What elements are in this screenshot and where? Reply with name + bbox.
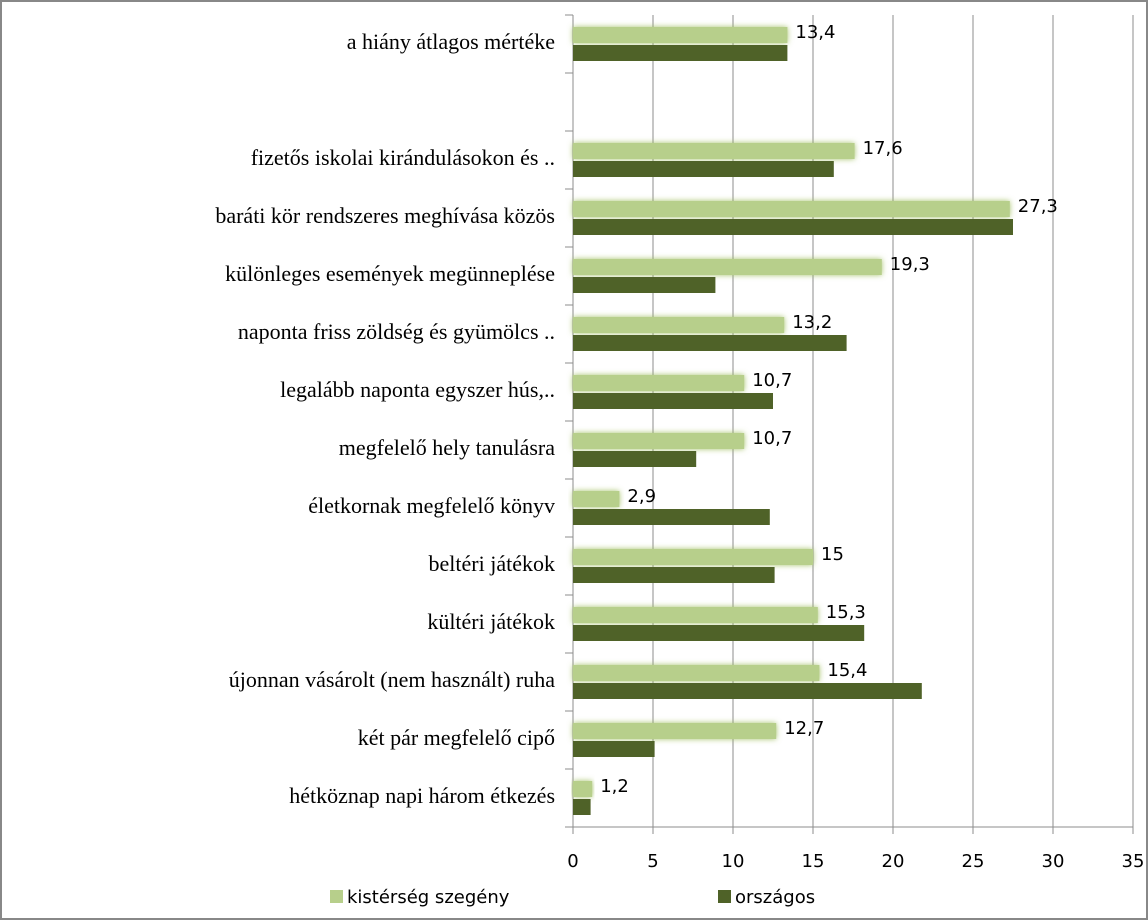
bar (573, 335, 847, 351)
bar (573, 607, 818, 623)
value-label: 2,9 (627, 486, 656, 507)
category-label: fizetős iskolai kirándulásokon és .. (251, 145, 555, 170)
x-tick-label: 0 (567, 851, 578, 872)
bar (573, 799, 591, 815)
value-label: 27,3 (1018, 196, 1058, 217)
category-label: két pár megfelelő cipő (358, 725, 555, 750)
bar (573, 491, 620, 507)
value-label: 1,2 (600, 776, 629, 797)
bar (573, 433, 745, 449)
value-label: 15 (821, 544, 844, 565)
bar (573, 219, 1013, 235)
bar (573, 45, 788, 61)
value-label: 12,7 (784, 718, 824, 739)
legend-swatch (330, 890, 343, 903)
x-tick-label: 20 (882, 851, 905, 872)
category-label: megfelelő hely tanulásra (339, 435, 555, 460)
category-label: hétköznap napi három étkezés (289, 783, 555, 808)
category-label: a hiány átlagos mértéke (347, 29, 555, 54)
bar (573, 683, 922, 699)
bar (573, 549, 813, 565)
value-label: 15,3 (826, 602, 866, 623)
category-label: kültéri játékok (427, 609, 555, 634)
bar (573, 143, 855, 159)
x-tick-label: 25 (962, 851, 985, 872)
bar (573, 317, 785, 333)
bar (573, 567, 775, 583)
bar (573, 451, 697, 467)
value-label: 19,3 (890, 254, 930, 275)
bar (573, 781, 593, 797)
bar (573, 277, 716, 293)
bar (573, 509, 770, 525)
value-label: 13,4 (795, 22, 835, 43)
value-label: 17,6 (863, 138, 903, 159)
bar (573, 625, 865, 641)
category-label: beltéri játékok (429, 551, 555, 576)
bar (573, 723, 777, 739)
x-tick-label: 30 (1042, 851, 1065, 872)
category-label: legalább naponta egyszer hús,.. (280, 377, 555, 402)
value-label: 10,7 (752, 428, 792, 449)
bar (573, 393, 773, 409)
value-label: 15,4 (827, 660, 867, 681)
bar (573, 161, 834, 177)
legend-swatch (718, 890, 731, 903)
bar (573, 375, 745, 391)
bar (573, 665, 820, 681)
category-label: újonnan vásárolt (nem használt) ruha (229, 667, 555, 692)
category-label: életkornak megfelelő könyv (308, 493, 555, 518)
x-tick-label: 35 (1122, 851, 1145, 872)
value-label: 13,2 (792, 312, 832, 333)
category-label: különleges események megünneplése (225, 261, 555, 286)
legend-label: kistérség szegény (347, 887, 510, 908)
bar (573, 259, 882, 275)
bar (573, 201, 1010, 217)
x-tick-label: 15 (802, 851, 825, 872)
category-label: naponta friss zöldség és gyümölcs .. (238, 319, 555, 344)
legend-label: országos (735, 887, 815, 908)
x-tick-label: 5 (647, 851, 658, 872)
x-tick-label: 10 (722, 851, 745, 872)
bar (573, 27, 788, 43)
value-label: 10,7 (752, 370, 792, 391)
bar (573, 741, 655, 757)
category-label: baráti kör rendszeres meghívása közös (215, 203, 555, 228)
